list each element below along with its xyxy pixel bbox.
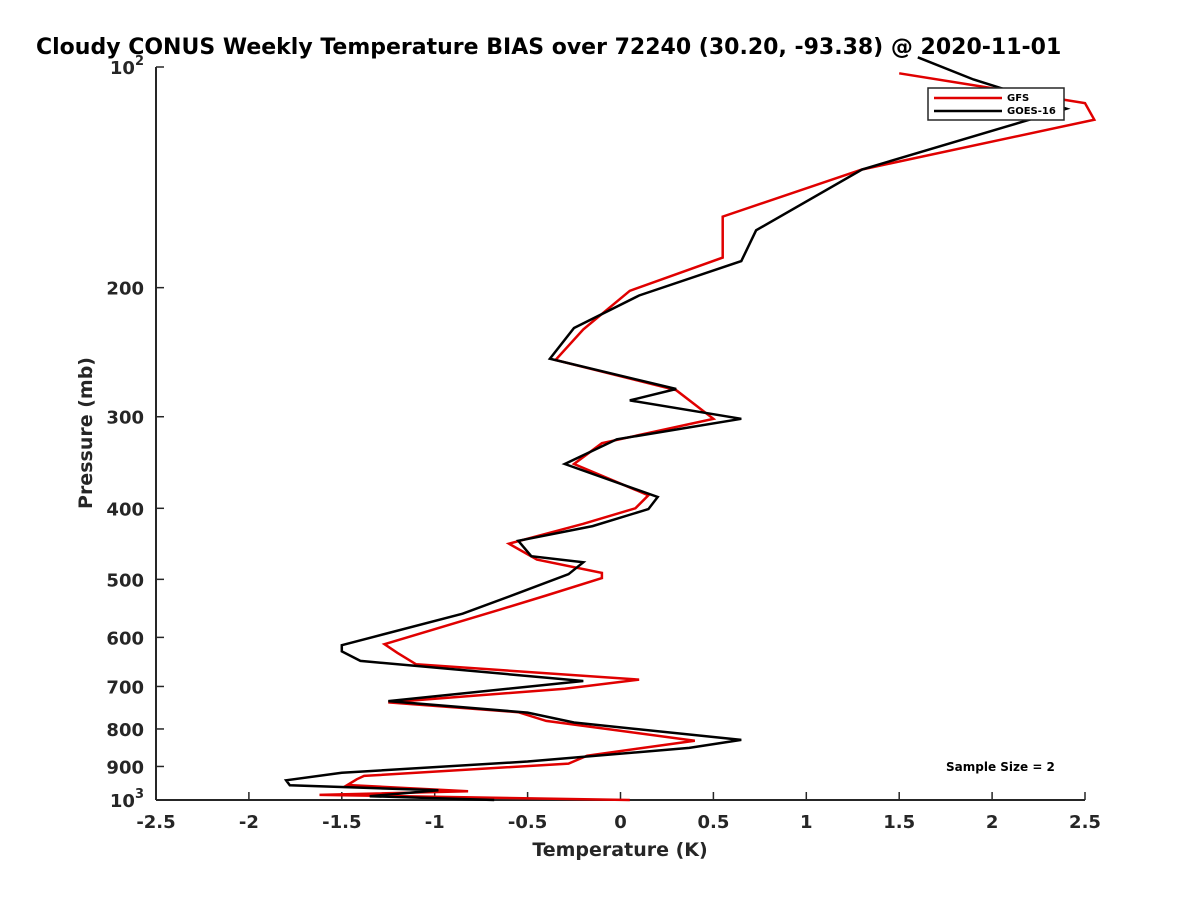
y-tick-label: 600 [106,628,144,649]
y-tick-label: 102 [110,54,144,79]
legend: GFS GOES-16 [927,87,1065,121]
series-line-goes-16 [283,56,1071,802]
legend-label-gfs: GFS [1007,93,1029,104]
y-tick-label: 800 [106,720,144,741]
y-tick-label: 700 [106,677,144,698]
x-tick-label: -2.5 [136,812,175,833]
x-tick-label: 0.5 [697,812,729,833]
x-tick-label: -1.5 [322,812,361,833]
x-axis-label: Temperature (K) [532,839,707,861]
x-tick-label: -2 [239,812,259,833]
plot-axes [155,67,1085,801]
y-tick-label-base: 10 [110,58,135,79]
series-line-gfs [319,72,1097,802]
x-tick-label: 0 [614,812,627,833]
x-tick-label: 2.5 [1069,812,1101,833]
y-tick-label: 900 [106,757,144,778]
y-axis-label: Pressure (mb) [75,357,97,509]
y-tick-label: 500 [106,570,144,591]
y-tick-label-exponent: 3 [135,787,144,802]
sample-size-annotation: Sample Size = 2 [946,760,1055,774]
x-tick-label: -1 [425,812,445,833]
y-tick-label: 400 [106,499,144,520]
y-tick-label-exponent: 2 [135,54,144,69]
legend-box [927,87,1065,121]
x-ticks: -2.5 -2 -1.5 -1 -0.5 0 0.5 1 1.5 2 2.5 [136,792,1101,833]
x-tick-label: 1 [800,812,813,833]
y-tick-label-base: 10 [110,791,135,812]
y-tick-label: 300 [106,408,144,429]
x-tick-label: 1.5 [883,812,915,833]
chart-title: Cloudy CONUS Weekly Temperature BIAS ove… [36,35,1061,60]
y-tick-label: 200 [106,279,144,300]
x-tick-label: -0.5 [508,812,547,833]
legend-label-goes16: GOES-16 [1007,106,1056,117]
series-layer [283,56,1097,802]
x-tick-label: 2 [986,812,999,833]
y-tick-label: 103 [110,787,144,812]
